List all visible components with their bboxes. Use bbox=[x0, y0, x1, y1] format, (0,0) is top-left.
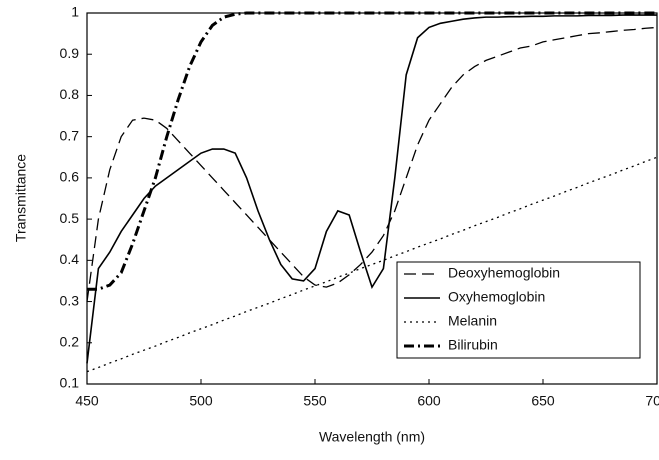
y-tick-label: 0.9 bbox=[60, 45, 80, 61]
legend-label: Bilirubin bbox=[448, 337, 498, 353]
y-tick-label: 0.3 bbox=[60, 292, 80, 308]
x-tick-label: 550 bbox=[303, 393, 327, 409]
x-tick-label: 600 bbox=[417, 393, 441, 409]
x-tick-label: 500 bbox=[189, 393, 213, 409]
y-tick-label: 0.2 bbox=[60, 333, 80, 349]
legend-label: Oxyhemoglobin bbox=[448, 289, 545, 305]
legend-label: Melanin bbox=[448, 313, 497, 329]
y-tick-label: 0.1 bbox=[60, 375, 80, 391]
y-tick-label: 0.5 bbox=[60, 210, 80, 226]
y-axis-label: Transmittance bbox=[13, 154, 29, 242]
x-tick-label: 700 bbox=[645, 393, 659, 409]
legend-box bbox=[396, 261, 641, 359]
y-tick-label: 0.7 bbox=[60, 127, 80, 143]
y-tick-label: 1 bbox=[71, 4, 79, 20]
y-tick-label: 0.6 bbox=[60, 169, 80, 185]
series-line bbox=[87, 11, 657, 291]
legend-label: Deoxyhemoglobin bbox=[448, 265, 560, 281]
y-tick-label: 0.4 bbox=[60, 251, 80, 267]
y-tick-label: 0.8 bbox=[60, 86, 80, 102]
x-tick-label: 450 bbox=[75, 393, 99, 409]
series-line bbox=[86, 14, 657, 364]
x-axis-label: Wavelength (nm) bbox=[319, 429, 425, 445]
series-line bbox=[86, 26, 658, 302]
x-tick-label: 650 bbox=[531, 393, 555, 409]
